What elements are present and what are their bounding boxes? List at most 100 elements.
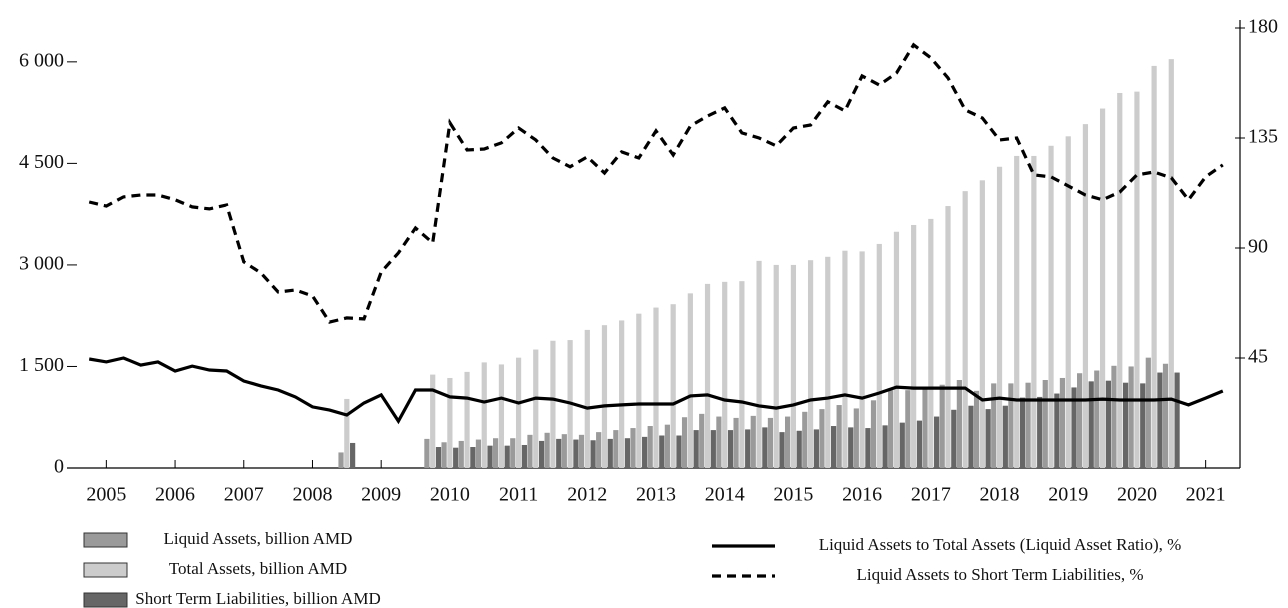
bar — [756, 260, 762, 468]
bar — [790, 264, 797, 468]
bar — [939, 384, 945, 468]
x-tick-label: 2013 — [636, 484, 676, 506]
bar — [836, 405, 842, 468]
bar — [659, 435, 665, 468]
bar — [630, 428, 636, 468]
bar — [934, 416, 940, 468]
bar — [825, 256, 831, 468]
bar — [521, 444, 527, 468]
bar — [796, 430, 802, 468]
y-tick-label: 6 000 — [19, 49, 64, 71]
x-tick-label: 2007 — [224, 484, 264, 506]
bar — [853, 408, 859, 468]
x-tick-label: 2015 — [773, 484, 813, 506]
bar — [745, 429, 751, 468]
bar — [1140, 383, 1146, 468]
y2-tick-label: 90 — [1248, 236, 1268, 258]
bar — [905, 390, 911, 468]
bar — [973, 390, 980, 468]
bar — [344, 398, 350, 468]
bar — [487, 445, 493, 468]
bar — [916, 420, 923, 468]
bar — [762, 427, 768, 468]
bar — [951, 409, 957, 468]
bar — [1008, 383, 1014, 468]
legend-label: Total Assets, billion AMD — [169, 559, 347, 578]
y2-tick-label: 180 — [1248, 16, 1278, 38]
bar — [727, 430, 734, 468]
bar — [458, 440, 464, 468]
bar — [819, 409, 825, 468]
bar — [830, 426, 837, 468]
bar — [550, 340, 556, 468]
bar — [1094, 370, 1100, 468]
bar — [464, 371, 470, 468]
bar — [991, 383, 997, 468]
bar — [733, 417, 739, 468]
bar — [607, 438, 613, 468]
x-tick-label: 2008 — [292, 484, 332, 506]
bar — [848, 427, 854, 468]
bar — [996, 166, 1003, 468]
bar — [538, 440, 545, 468]
bar — [985, 409, 991, 468]
bar — [596, 432, 602, 468]
bar — [928, 218, 934, 468]
bar — [424, 438, 430, 468]
bar — [653, 307, 659, 468]
bar — [1042, 380, 1048, 468]
bar — [739, 281, 745, 468]
bar — [1145, 357, 1151, 468]
bar — [561, 434, 567, 468]
bar — [619, 320, 625, 468]
bar — [722, 281, 728, 468]
bar — [1065, 136, 1071, 469]
bar — [710, 430, 716, 468]
bar — [1031, 155, 1037, 468]
bar — [922, 389, 928, 468]
x-tick-label: 2017 — [911, 484, 951, 506]
x-tick-label: 2018 — [980, 484, 1020, 506]
bar — [1088, 381, 1094, 468]
bar — [687, 293, 693, 468]
bar — [962, 191, 968, 468]
bar — [510, 438, 516, 468]
bar — [1168, 59, 1174, 469]
legend-label: Liquid Assets to Short Term Liabilities,… — [856, 565, 1143, 584]
bar — [979, 180, 985, 469]
bar — [664, 424, 670, 468]
bar — [785, 416, 791, 468]
x-tick-label: 2020 — [1117, 484, 1157, 506]
bar — [767, 417, 774, 468]
bar — [1071, 387, 1077, 468]
bar — [1082, 124, 1089, 468]
bar — [590, 440, 596, 468]
x-tick-label: 2019 — [1048, 484, 1088, 506]
bar — [842, 250, 848, 468]
bar — [911, 224, 917, 468]
bar — [527, 434, 533, 468]
bar — [1174, 372, 1180, 468]
bar — [1002, 405, 1008, 468]
bar — [813, 429, 819, 468]
bar — [584, 329, 590, 468]
bar — [676, 435, 682, 468]
bar — [470, 447, 476, 468]
bar — [1014, 155, 1020, 468]
bar — [670, 304, 676, 468]
bar — [350, 442, 356, 468]
bar — [601, 325, 608, 468]
bar — [779, 432, 785, 468]
bar — [802, 411, 808, 468]
bar — [807, 260, 814, 468]
bar — [647, 426, 653, 468]
bar — [750, 415, 756, 468]
bar — [899, 422, 905, 468]
bar — [447, 377, 453, 468]
x-tick-label: 2011 — [499, 484, 538, 506]
x-tick-label: 2014 — [705, 484, 745, 506]
bar — [704, 283, 711, 468]
bar — [498, 364, 505, 468]
x-tick-label: 2005 — [86, 484, 126, 506]
